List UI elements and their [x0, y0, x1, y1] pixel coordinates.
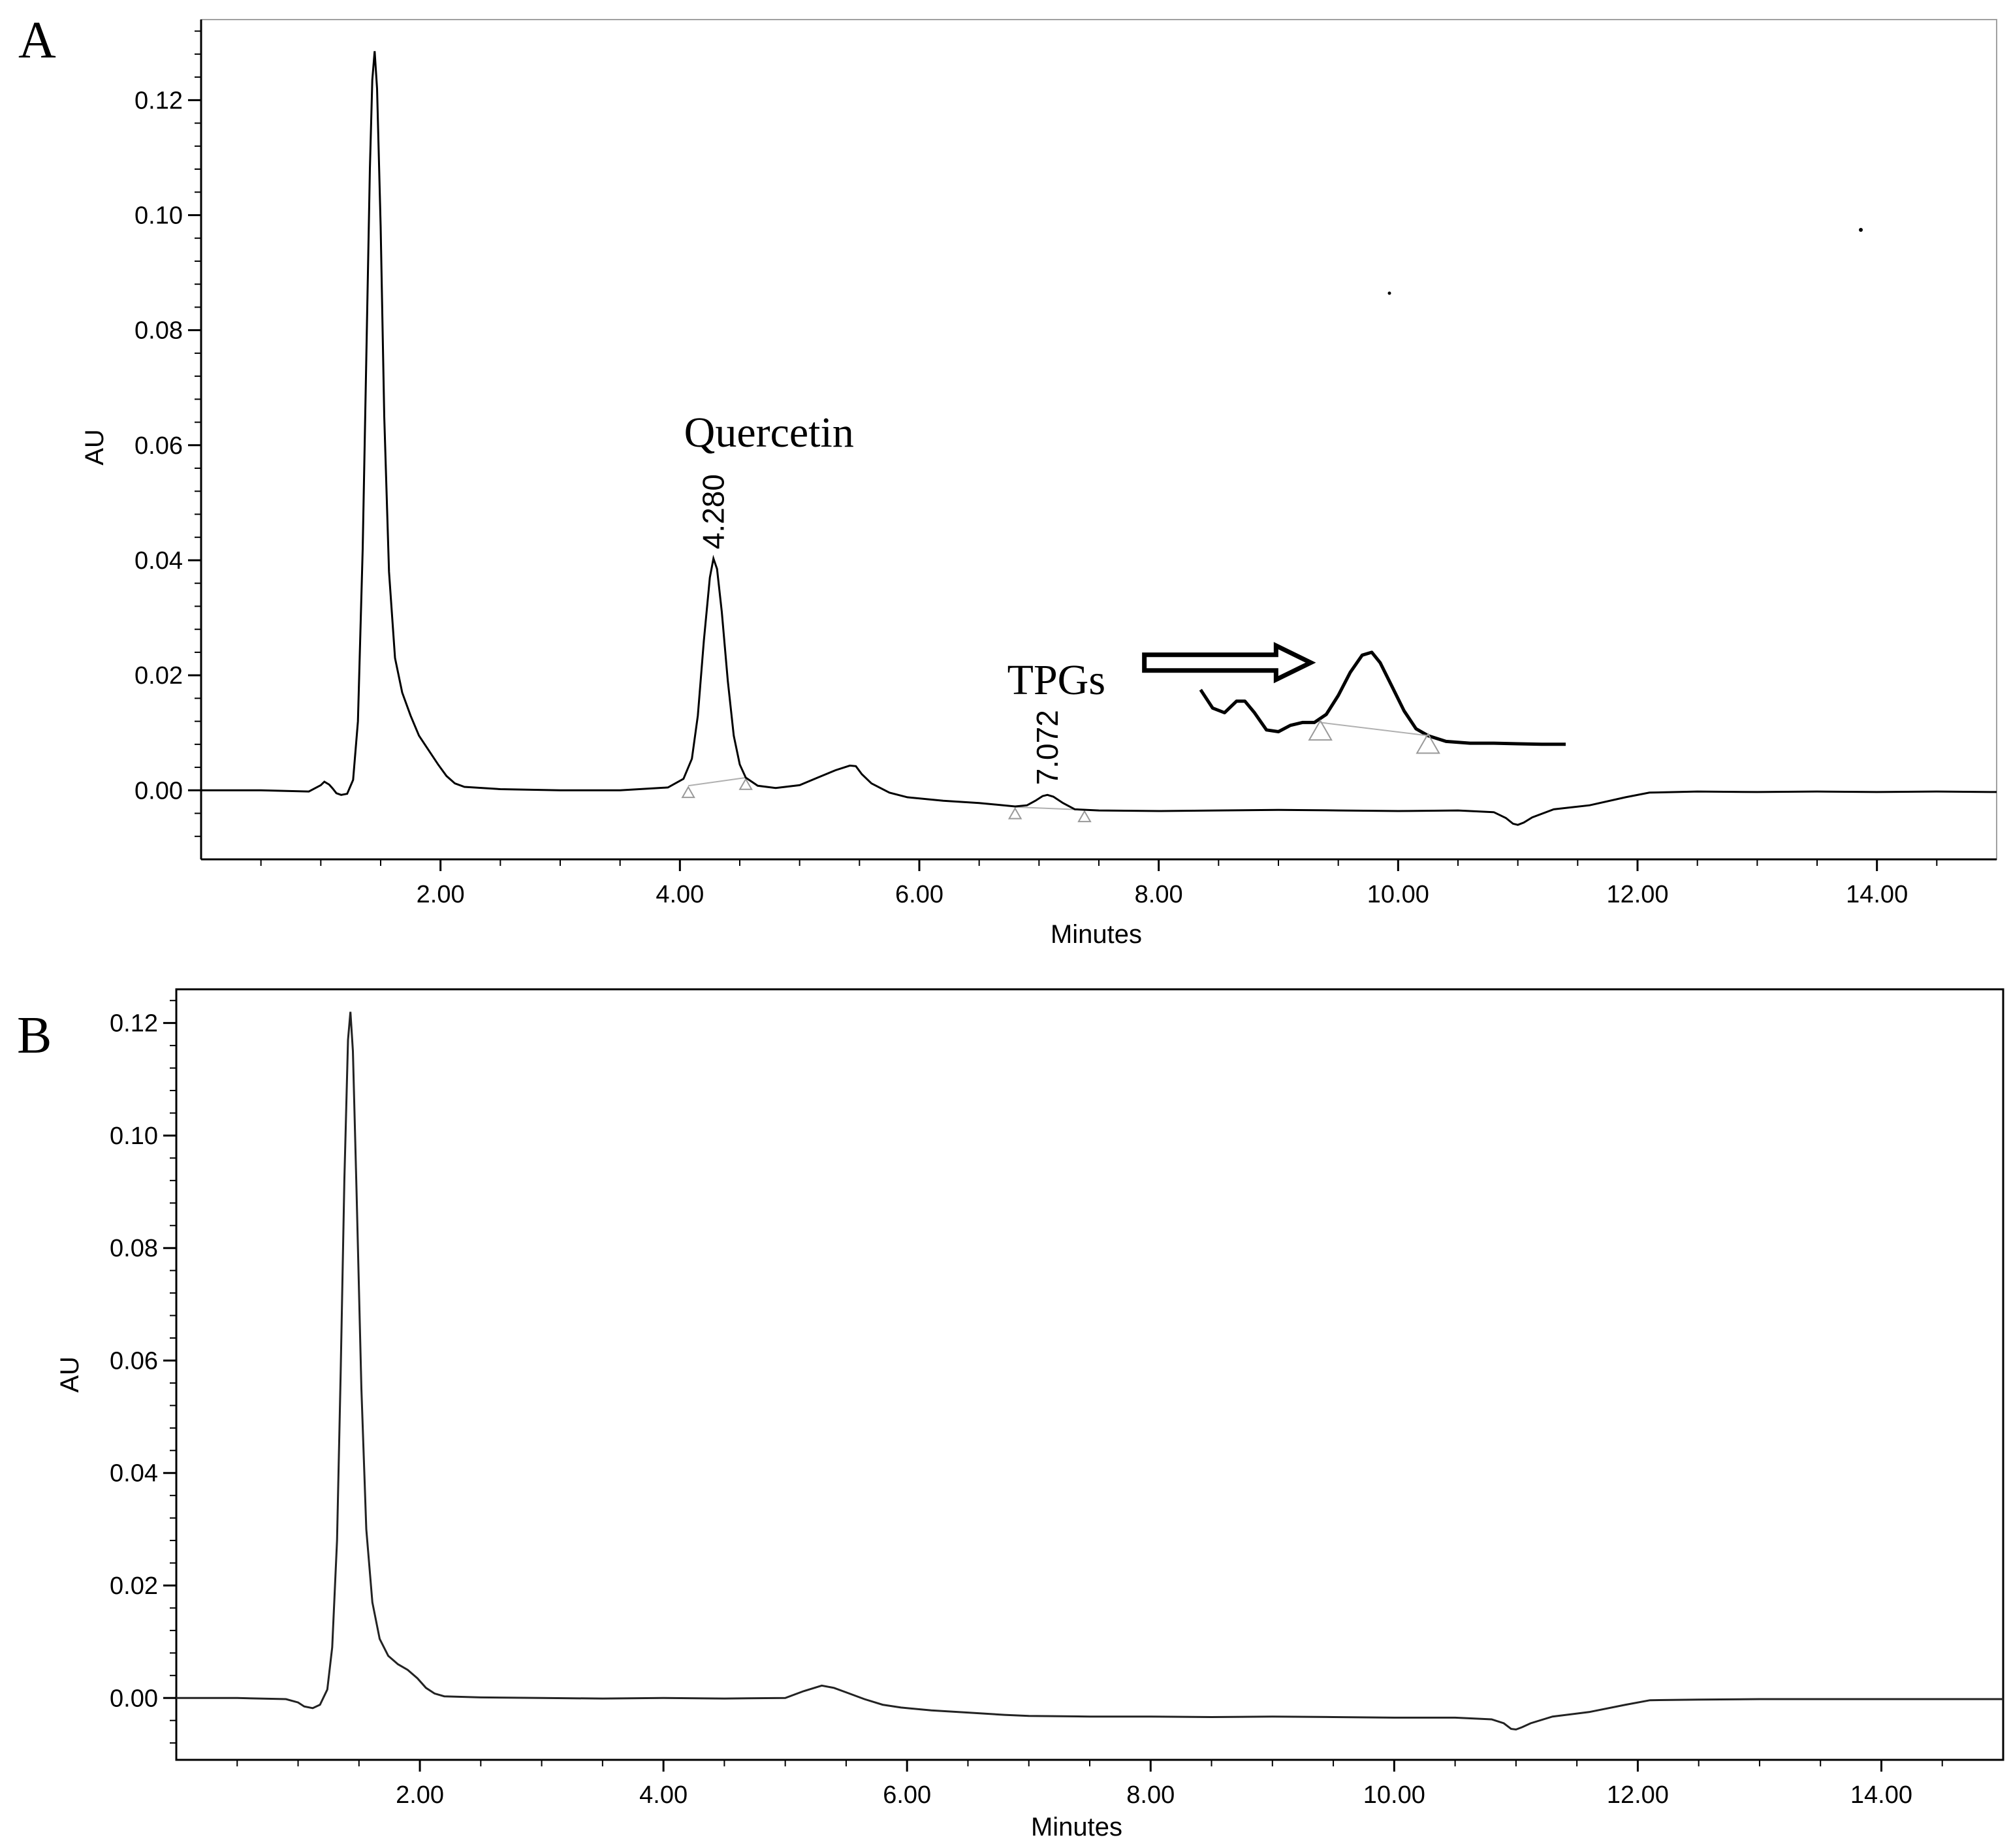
- x-tick-label: 2.00: [396, 1781, 444, 1809]
- panel-b-x-axis: 2.00 4.00 6.00 8.00 10.00 12.00 14.00: [176, 1759, 2003, 1809]
- x-tick-label: 6.00: [883, 1781, 931, 1809]
- panel-b-plot-frame: [175, 988, 2004, 1761]
- x-tick-label: 6.00: [895, 881, 943, 908]
- y-tick-label: 0.04: [110, 1460, 158, 1488]
- compound-label: TPGs: [1007, 656, 1105, 704]
- panel-a-y-axis: 0.00 0.02 0.04 0.06 0.08 0.10 0.12: [135, 20, 202, 859]
- tpgs-arrow-icon: [1142, 642, 1316, 684]
- baseline-marker-icon: [681, 786, 695, 799]
- inset-marker-icon: [1416, 732, 1440, 754]
- x-tick-label: 8.00: [1126, 1781, 1175, 1809]
- x-tick-label: 8.00: [1135, 881, 1183, 908]
- panel-a-x-axis-title: Minutes: [1051, 920, 1142, 949]
- integration-baseline: [688, 776, 746, 787]
- x-tick-label: 10.00: [1367, 881, 1429, 908]
- y-tick-label: 0.08: [135, 317, 183, 345]
- y-tick-label: 0.06: [135, 432, 183, 460]
- inset-baseline: [1320, 722, 1429, 737]
- panel-a-y-axis-title: AU: [80, 429, 109, 466]
- baseline-marker-icon: [1077, 810, 1092, 823]
- y-tick-label: 0.02: [110, 1572, 158, 1600]
- x-tick-label: 2.00: [417, 881, 465, 908]
- y-tick-label: 0.08: [110, 1235, 158, 1262]
- panel-a-annotations: Quercetin 4.280 TPGs 7.072: [684, 409, 1105, 785]
- y-tick-label: 0.12: [135, 87, 183, 114]
- inset-marker-icon: [1308, 719, 1333, 741]
- panel-b-x-axis-title: Minutes: [1031, 1813, 1122, 1841]
- x-tick-label: 10.00: [1363, 1781, 1425, 1809]
- y-tick-label: 0.02: [135, 662, 183, 690]
- panel-a-tpgs-zoom-inset: [1199, 650, 1566, 754]
- baseline-marker-icon: [1007, 807, 1022, 820]
- panel-a-baselines: [681, 776, 1092, 823]
- x-tick-label: 4.00: [656, 881, 704, 908]
- panel-a-chart: A 0.00 0.02 0.04 0.06 0.08 0.10 0.12 2.00 4.00 6…: [18, 12, 1997, 949]
- panel-b-chromatogram-line: [176, 1012, 2003, 1731]
- y-tick-label: 0.12: [110, 1010, 158, 1038]
- baseline-marker-icon: [738, 778, 753, 790]
- y-tick-label: 0.10: [135, 202, 183, 229]
- panel-a-letter: A: [18, 12, 56, 69]
- inset-zoom-line: [1199, 650, 1566, 746]
- x-tick-label: 14.00: [1850, 1781, 1912, 1809]
- speck-dot: [1387, 291, 1391, 295]
- panel-b-chart: B 0.00 0.02 0.04 0.06 0.08 0.10 0.12 2.00 4.00 6…: [17, 988, 2004, 1841]
- peak-retention-label: 7.072: [1030, 710, 1064, 785]
- panel-a-plot-frame: [200, 19, 1997, 860]
- panel-a-chromatogram-line: [201, 51, 1997, 826]
- speck-dot: [1859, 228, 1863, 232]
- integration-baseline: [1015, 806, 1085, 811]
- y-tick-label: 0.00: [110, 1685, 158, 1712]
- x-tick-label: 4.00: [639, 1781, 688, 1809]
- panel-b-letter: B: [17, 1007, 52, 1064]
- panel-b-y-axis-title: AU: [55, 1356, 84, 1393]
- x-tick-label: 14.00: [1846, 881, 1908, 908]
- y-tick-label: 0.04: [135, 547, 183, 575]
- y-tick-label: 0.00: [135, 777, 183, 805]
- panel-a-x-axis: 2.00 4.00 6.00 8.00 10.00 12.00 14.00: [201, 858, 1997, 908]
- y-tick-label: 0.10: [110, 1123, 158, 1150]
- x-tick-label: 12.00: [1607, 1781, 1669, 1809]
- compound-label: Quercetin: [684, 409, 854, 456]
- peak-retention-label: 4.280: [697, 474, 731, 549]
- panel-b-y-axis: 0.00 0.02 0.04 0.06 0.08 0.10 0.12: [110, 989, 178, 1760]
- x-tick-label: 12.00: [1606, 881, 1668, 908]
- y-tick-label: 0.06: [110, 1347, 158, 1375]
